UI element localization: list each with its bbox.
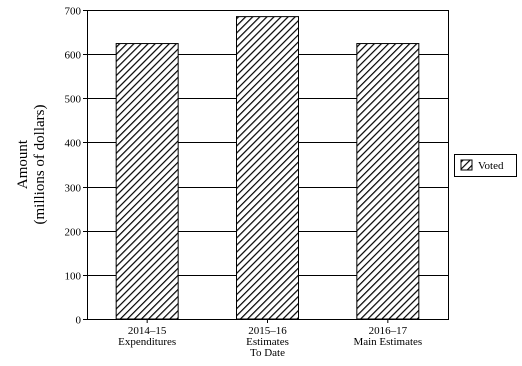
y-tick-label: 300 — [65, 183, 82, 195]
bar-3 — [356, 43, 420, 320]
x-tick-label: 2014–15 Expenditures — [118, 325, 176, 348]
x-tick-label-line: 2014–15 — [128, 325, 167, 337]
y-axis-label-line: (millions of dollars) — [32, 105, 48, 225]
y-tick-label: 100 — [65, 271, 82, 283]
x-tick-label-line: Estimates — [246, 336, 289, 348]
y-tick-label: 400 — [65, 138, 82, 150]
y-tick-label: 0 — [76, 315, 82, 327]
y-axis-title: Amount(millions of dollars) — [15, 105, 48, 225]
x-axis: 2014–15 Expenditures 2015–16 Estimates To Da… — [118, 319, 422, 359]
bar-2 — [236, 16, 299, 320]
x-tick-label-line: To Date — [250, 347, 285, 359]
legend: Voted — [454, 154, 517, 177]
x-tick-label-line: 2016–17 — [369, 325, 408, 337]
x-tick-label-line: Main Estimates — [353, 336, 422, 348]
y-tick-label: 700 — [65, 6, 82, 18]
x-tick-label: 2016–17 Main Estimates — [353, 325, 422, 348]
x-tick-label: 2015–16 Estimates To Date — [246, 325, 289, 359]
bars — [115, 16, 420, 320]
bar-1 — [115, 43, 179, 320]
y-axis-label: Amount(millions of dollars) — [15, 105, 48, 225]
legend-swatch-voted — [460, 159, 473, 171]
y-tick-label: 600 — [65, 50, 82, 62]
y-axis-label-line: Amount — [15, 139, 31, 189]
y-axis: 0 100 200 300 400 500 600 700 — [65, 6, 87, 327]
y-tick-label: 200 — [65, 227, 82, 239]
y-tick-label: 500 — [65, 94, 82, 106]
x-tick-label-line: Expenditures — [118, 336, 176, 348]
x-tick-label-line: 2015–16 — [248, 325, 287, 337]
legend-label-voted: Voted — [478, 160, 504, 172]
